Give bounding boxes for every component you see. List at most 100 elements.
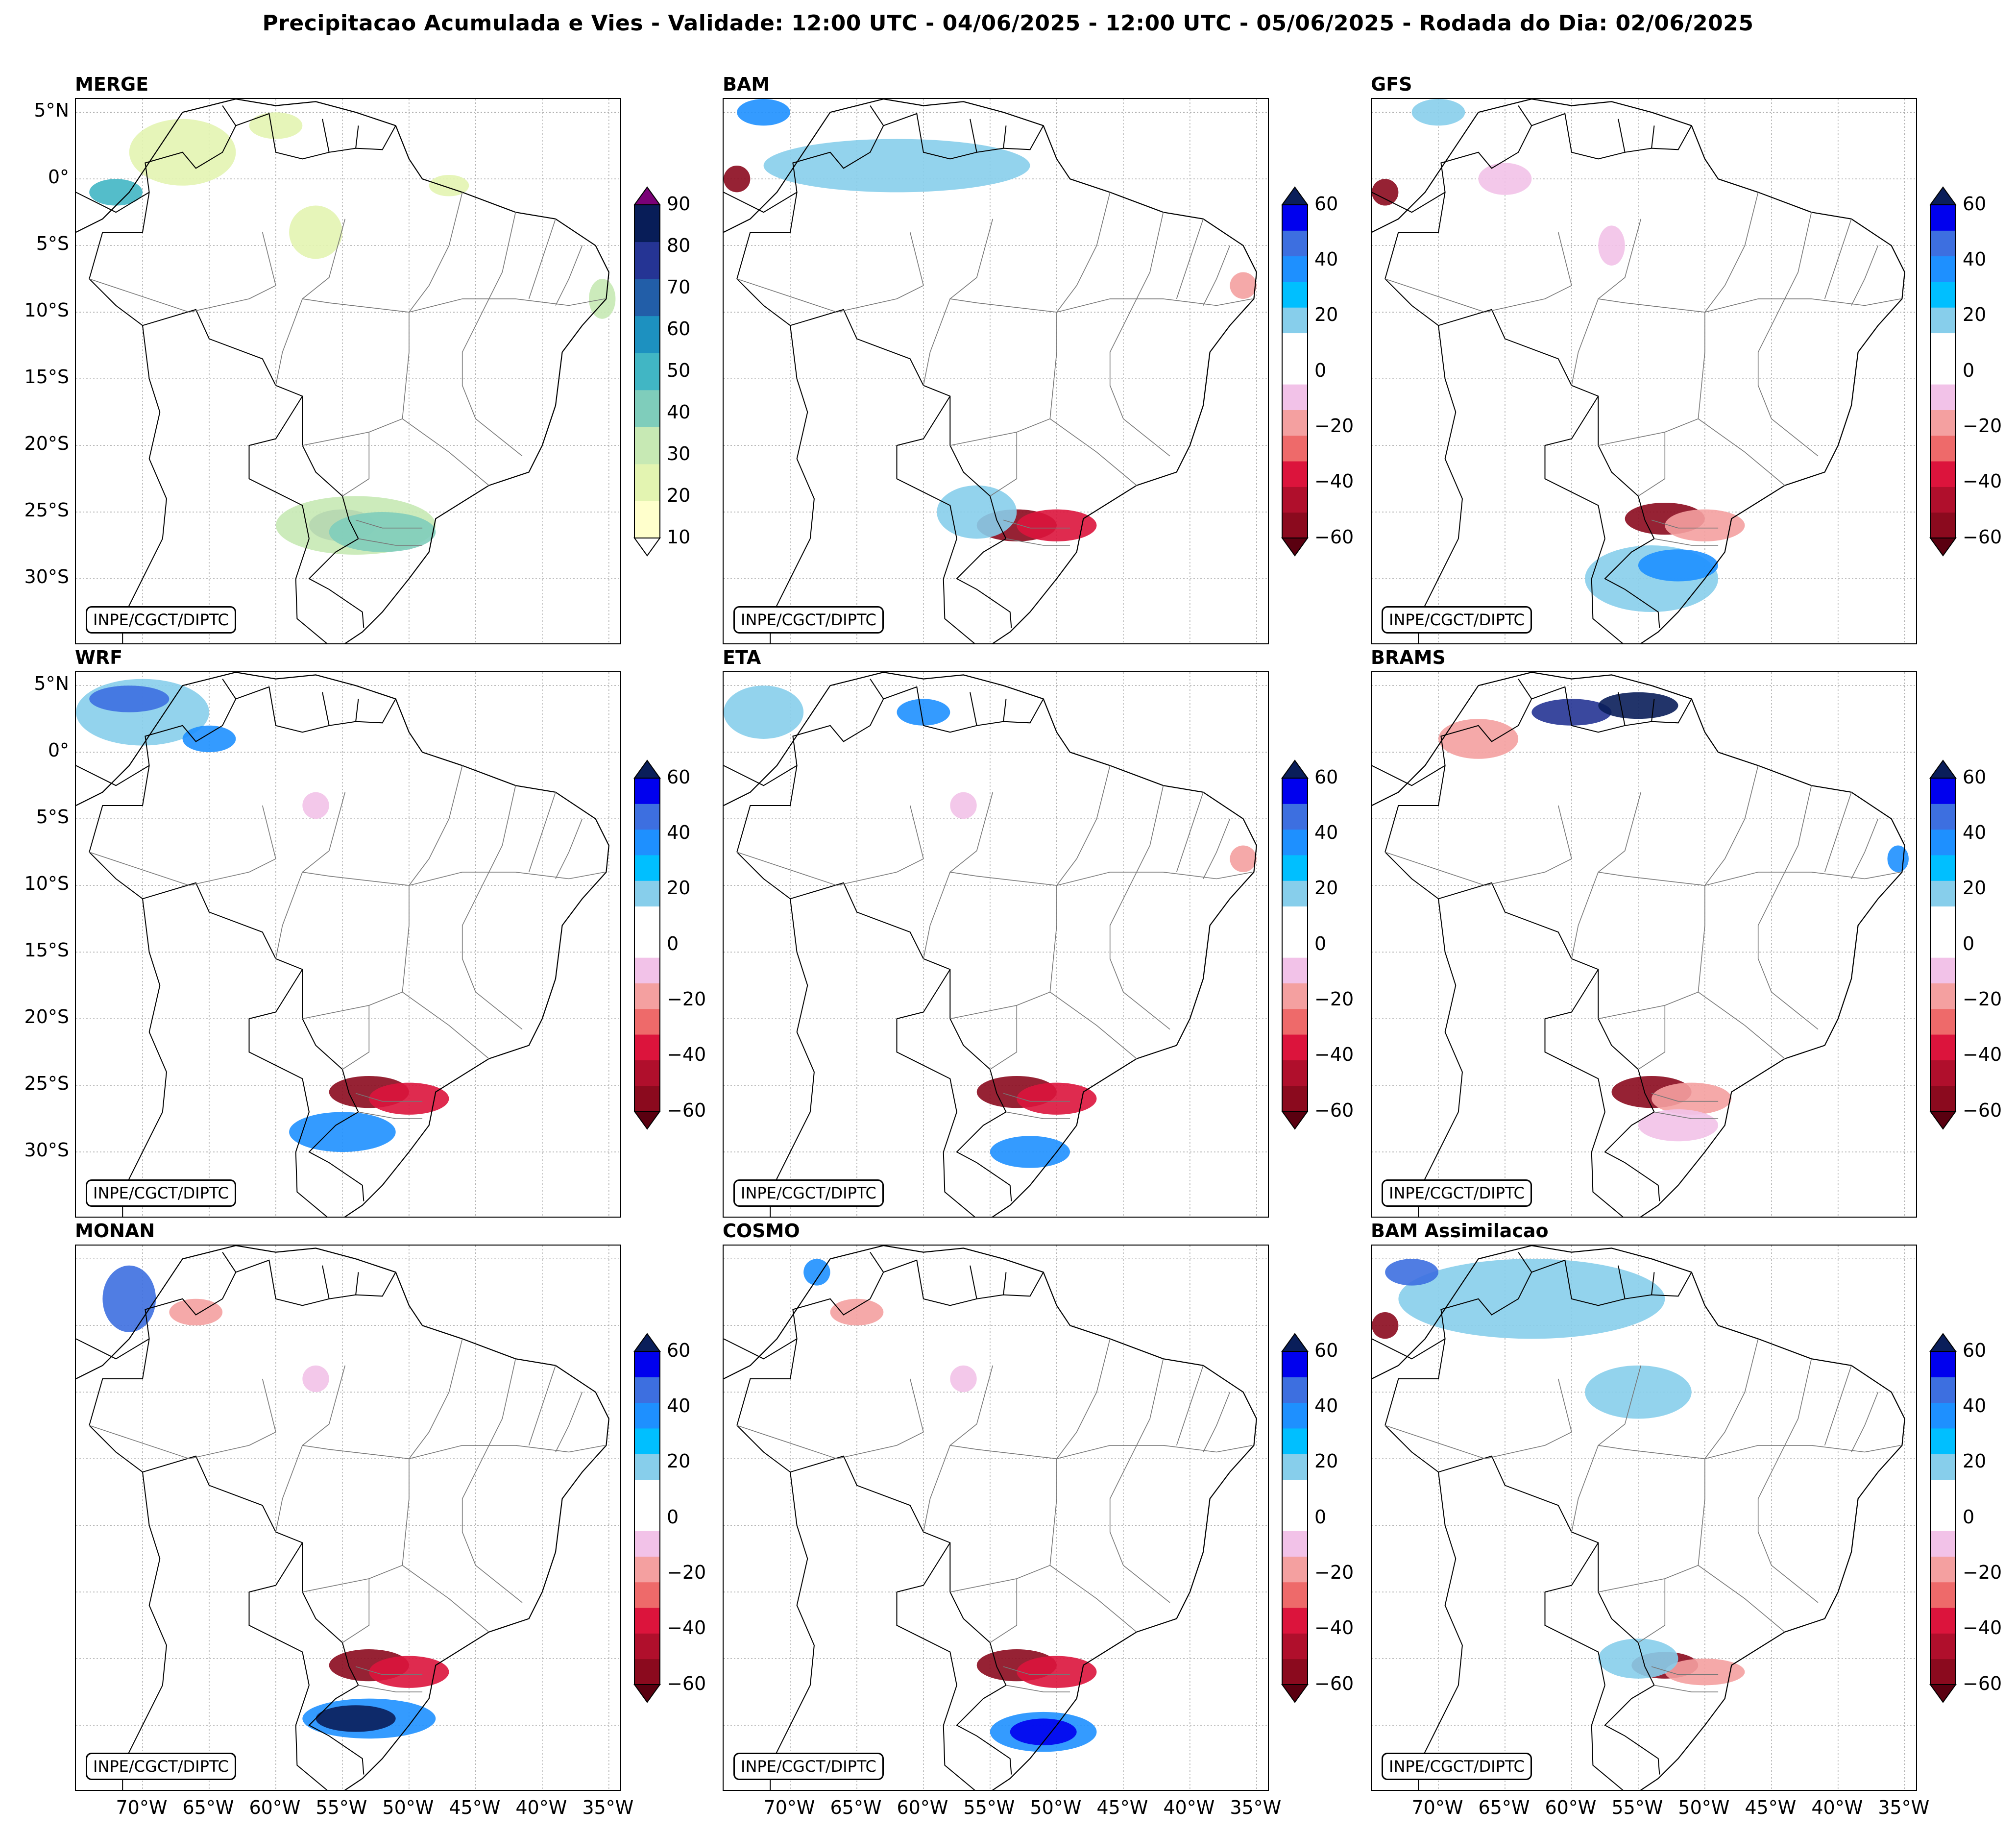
- colorbar: [1281, 1332, 1309, 1703]
- country-border: [1003, 699, 1007, 722]
- state-border: [1598, 219, 1642, 299]
- colorbar-segment: [634, 352, 660, 390]
- country-border: [1003, 125, 1007, 148]
- colorbar-tick-label: 0: [1314, 1506, 1327, 1528]
- state-border: [1006, 1685, 1070, 1692]
- colorbar-segment: [634, 855, 660, 881]
- colorbar-segment: [634, 278, 660, 316]
- colorbar-segment: [1930, 1453, 1956, 1480]
- country-border: [248, 1592, 310, 1686]
- precip-patch: [950, 792, 977, 819]
- colorbar-tick-label: 0: [1963, 1506, 1975, 1528]
- state-border: [528, 792, 556, 873]
- coastline: [76, 1246, 609, 1790]
- country-border: [76, 192, 150, 213]
- state-border: [1545, 1378, 1572, 1446]
- colorbar-segment: [634, 803, 660, 830]
- colorbar-segment: [1282, 1428, 1308, 1454]
- colorbar-segment: [1930, 778, 1956, 804]
- colorbar-tick-label: 0: [1314, 359, 1327, 381]
- colorbar-tick-label: 20: [667, 877, 691, 899]
- country-border: [1518, 679, 1532, 699]
- colorbar-extend-max: [1929, 1332, 1957, 1352]
- precip-patch: [289, 205, 342, 259]
- state-border: [89, 1425, 249, 1459]
- colorbar-segment: [1282, 486, 1308, 513]
- country-border: [355, 699, 359, 722]
- colorbar-tick-label: −20: [1314, 415, 1354, 437]
- state-border: [1049, 992, 1137, 1059]
- precip-patch: [249, 112, 303, 139]
- state-border: [555, 245, 583, 306]
- colorbar-extend-max: [633, 1332, 661, 1352]
- state-border: [402, 1565, 489, 1633]
- state-border: [358, 1685, 423, 1692]
- colorbar-tick-label: 10: [667, 526, 691, 548]
- lat-tick-label: 15°S: [24, 939, 69, 961]
- state-border: [1109, 212, 1170, 457]
- precip-patch: [316, 1705, 396, 1732]
- lon-tick-label: 55°W: [963, 1797, 1015, 1818]
- state-border: [923, 872, 1057, 1019]
- colorbar-segment: [1282, 829, 1308, 855]
- country-border: [1518, 1252, 1532, 1272]
- colorbar-segment: [1930, 461, 1956, 487]
- state-border: [1638, 1005, 1666, 1070]
- state-border: [555, 818, 583, 879]
- colorbar-frame: [1282, 1350, 1308, 1685]
- colorbar-tick-label: −60: [1963, 1672, 2002, 1694]
- colorbar-tick-label: −20: [1314, 988, 1354, 1010]
- country-border: [89, 1259, 396, 1426]
- colorbar-tick-label: −60: [1963, 1099, 2002, 1121]
- colorbar-segment: [1282, 256, 1308, 282]
- precip-patch: [830, 1298, 884, 1326]
- credit-label: INPE/CGCT/DIPTC: [86, 1753, 236, 1780]
- lat-tick-label: 20°S: [24, 433, 69, 455]
- colorbar-tick-label: 20: [1963, 304, 1987, 326]
- colorbar-tick-label: 20: [1963, 877, 1987, 899]
- country-border: [1591, 1112, 1624, 1217]
- state-border: [302, 792, 346, 873]
- colorbar-segment: [634, 906, 660, 932]
- colorbar-segment: [634, 982, 660, 1009]
- state-border: [409, 298, 605, 313]
- lat-tick-label: 5°N: [34, 99, 69, 122]
- state-border: [89, 852, 249, 886]
- colorbar-segment: [1930, 982, 1956, 1009]
- country-border: [248, 445, 310, 539]
- colorbar-segment: [1282, 880, 1308, 906]
- precip-patch: [89, 179, 143, 206]
- colorbar-extend-max: [633, 759, 661, 779]
- precip-patch: [1585, 1365, 1692, 1419]
- colorbar-frame: [634, 1350, 660, 1685]
- state-border: [1545, 232, 1572, 299]
- precip-patch: [1665, 509, 1745, 541]
- state-border: [402, 992, 489, 1059]
- country-border: [222, 105, 237, 126]
- country-border: [897, 969, 951, 1020]
- colorbar: [1281, 759, 1309, 1130]
- country-border: [89, 686, 396, 853]
- colorbar-segment: [634, 242, 660, 279]
- colorbar-extend-min: [633, 537, 661, 557]
- panel-title: BAM: [723, 73, 770, 95]
- state-border: [409, 765, 463, 886]
- lon-tick-label: 60°W: [249, 1797, 301, 1818]
- state-border: [1651, 519, 1719, 529]
- colorbar-segment: [634, 1505, 660, 1531]
- country-border: [1518, 105, 1532, 126]
- coastline: [76, 672, 609, 1217]
- country-border: [89, 278, 364, 628]
- state-border: [1654, 1111, 1719, 1119]
- colorbar-segment: [1930, 1351, 1956, 1377]
- state-border: [923, 1445, 1057, 1592]
- colorbar-segment: [1930, 880, 1956, 906]
- state-border: [409, 192, 463, 313]
- colorbar-tick-label: 20: [667, 1450, 691, 1472]
- colorbar-segment: [1930, 1505, 1956, 1531]
- colorbar-segment: [1282, 409, 1308, 436]
- precip-patch: [803, 1259, 830, 1286]
- country-border: [970, 1265, 977, 1299]
- lon-tick-label: 50°W: [1030, 1797, 1082, 1818]
- country-border: [248, 1019, 310, 1112]
